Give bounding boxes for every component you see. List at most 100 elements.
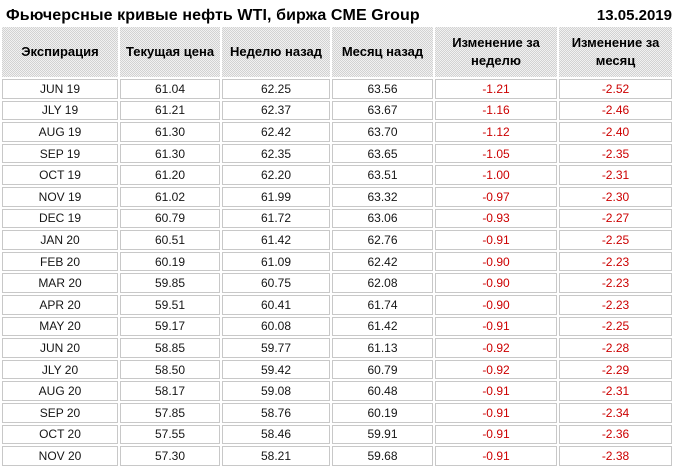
cell-week-ago: 61.72 [222, 208, 330, 229]
page-title: Фьючерсные кривые нефть WTI, биржа CME G… [6, 7, 420, 24]
cell-expiration: JAN 20 [2, 230, 118, 250]
cell-current-price: 61.02 [120, 186, 220, 207]
cell-expiration: SEP 20 [2, 402, 118, 423]
cell-week-ago: 62.42 [222, 122, 330, 142]
cell-week-ago: 60.75 [222, 273, 330, 293]
cell-current-price: 58.50 [120, 359, 220, 380]
cell-expiration: FEB 20 [2, 251, 118, 272]
cell-week-change: -1.12 [435, 122, 557, 142]
cell-expiration: NOV 19 [2, 186, 118, 207]
cell-expiration: JLY 20 [2, 359, 118, 380]
cell-week-change: -0.97 [435, 186, 557, 207]
cell-month-change: -2.35 [559, 143, 672, 164]
table-row: FEB 20 60.19 61.09 62.42 -0.90 -2.23 [2, 251, 672, 272]
cell-week-change: -1.16 [435, 100, 557, 121]
cell-current-price: 60.19 [120, 251, 220, 272]
table-row: APR 20 59.51 60.41 61.74 -0.90 -2.23 [2, 294, 672, 315]
cell-month-change: -2.23 [559, 294, 672, 315]
cell-week-change: -0.91 [435, 230, 557, 250]
cell-current-price: 61.30 [120, 143, 220, 164]
cell-current-price: 60.51 [120, 230, 220, 250]
cell-expiration: DEC 19 [2, 208, 118, 229]
table-row: JAN 20 60.51 61.42 62.76 -0.91 -2.25 [2, 230, 672, 250]
column-header-month-change: Изменение за месяц [559, 27, 672, 77]
cell-expiration: MAY 20 [2, 316, 118, 337]
table-row: JLY 20 58.50 59.42 60.79 -0.92 -2.29 [2, 359, 672, 380]
cell-week-change: -0.90 [435, 294, 557, 315]
cell-expiration: JLY 19 [2, 100, 118, 121]
cell-month-ago: 63.51 [332, 165, 433, 185]
cell-current-price: 60.79 [120, 208, 220, 229]
cell-week-change: -1.00 [435, 165, 557, 185]
cell-current-price: 57.55 [120, 424, 220, 445]
cell-week-change: -0.90 [435, 251, 557, 272]
table-row: MAY 20 59.17 60.08 61.42 -0.91 -2.25 [2, 316, 672, 337]
cell-week-change: -1.05 [435, 143, 557, 164]
table-row: OCT 20 57.55 58.46 59.91 -0.91 -2.36 [2, 424, 672, 445]
cell-week-change: -0.92 [435, 338, 557, 358]
cell-month-ago: 63.32 [332, 186, 433, 207]
cell-expiration: AUG 20 [2, 381, 118, 401]
cell-month-change: -2.52 [559, 79, 672, 99]
cell-month-change: -2.23 [559, 251, 672, 272]
cell-week-ago: 62.35 [222, 143, 330, 164]
cell-month-ago: 62.08 [332, 273, 433, 293]
column-header-current-price: Текущая цена [120, 27, 220, 77]
cell-week-ago: 61.09 [222, 251, 330, 272]
table-row: SEP 19 61.30 62.35 63.65 -1.05 -2.35 [2, 143, 672, 164]
cell-month-ago: 60.48 [332, 381, 433, 401]
cell-current-price: 61.21 [120, 100, 220, 121]
cell-month-ago: 63.67 [332, 100, 433, 121]
cell-week-change: -0.91 [435, 316, 557, 337]
cell-week-ago: 58.21 [222, 446, 330, 466]
cell-expiration: NOV 20 [2, 446, 118, 466]
table-row: DEC 19 60.79 61.72 63.06 -0.93 -2.27 [2, 208, 672, 229]
cell-week-ago: 60.41 [222, 294, 330, 315]
cell-month-change: -2.46 [559, 100, 672, 121]
report-date: 13.05.2019 [596, 7, 672, 24]
cell-month-change: -2.31 [559, 381, 672, 401]
table-row: JUN 19 61.04 62.25 63.56 -1.21 -2.52 [2, 79, 672, 99]
cell-month-ago: 62.76 [332, 230, 433, 250]
column-header-expiration: Экспирация [2, 27, 118, 77]
cell-month-change: -2.34 [559, 402, 672, 423]
cell-month-ago: 60.79 [332, 359, 433, 380]
cell-month-ago: 59.91 [332, 424, 433, 445]
table-row: SEP 20 57.85 58.76 60.19 -0.91 -2.34 [2, 402, 672, 423]
cell-week-change: -0.91 [435, 402, 557, 423]
cell-week-ago: 59.77 [222, 338, 330, 358]
cell-expiration: OCT 20 [2, 424, 118, 445]
table-row: OCT 19 61.20 62.20 63.51 -1.00 -2.31 [2, 165, 672, 185]
cell-expiration: AUG 19 [2, 122, 118, 142]
cell-week-change: -0.91 [435, 446, 557, 466]
cell-week-change: -0.92 [435, 359, 557, 380]
table-row: NOV 20 57.30 58.21 59.68 -0.91 -2.38 [2, 446, 672, 466]
cell-week-change: -0.91 [435, 424, 557, 445]
cell-month-change: -2.23 [559, 273, 672, 293]
cell-month-ago: 59.68 [332, 446, 433, 466]
cell-month-ago: 61.13 [332, 338, 433, 358]
cell-month-change: -2.25 [559, 230, 672, 250]
cell-current-price: 58.85 [120, 338, 220, 358]
cell-month-change: -2.25 [559, 316, 672, 337]
cell-month-change: -2.40 [559, 122, 672, 142]
column-header-month-ago: Месяц назад [332, 27, 433, 77]
cell-week-ago: 61.99 [222, 186, 330, 207]
cell-week-ago: 61.42 [222, 230, 330, 250]
cell-current-price: 61.04 [120, 79, 220, 99]
cell-week-ago: 59.08 [222, 381, 330, 401]
cell-month-change: -2.28 [559, 338, 672, 358]
cell-week-change: -0.93 [435, 208, 557, 229]
column-header-week-change: Изменение за неделю [435, 27, 557, 77]
column-header-week-ago: Неделю назад [222, 27, 330, 77]
cell-month-change: -2.30 [559, 186, 672, 207]
cell-month-change: -2.29 [559, 359, 672, 380]
cell-month-change: -2.31 [559, 165, 672, 185]
cell-current-price: 59.85 [120, 273, 220, 293]
cell-current-price: 57.85 [120, 402, 220, 423]
title-bar: Фьючерсные кривые нефть WTI, биржа CME G… [0, 0, 680, 25]
table-header-row: Экспирация Текущая цена Неделю назад Мес… [2, 27, 672, 77]
table-row: AUG 19 61.30 62.42 63.70 -1.12 -2.40 [2, 122, 672, 142]
cell-month-ago: 63.56 [332, 79, 433, 99]
